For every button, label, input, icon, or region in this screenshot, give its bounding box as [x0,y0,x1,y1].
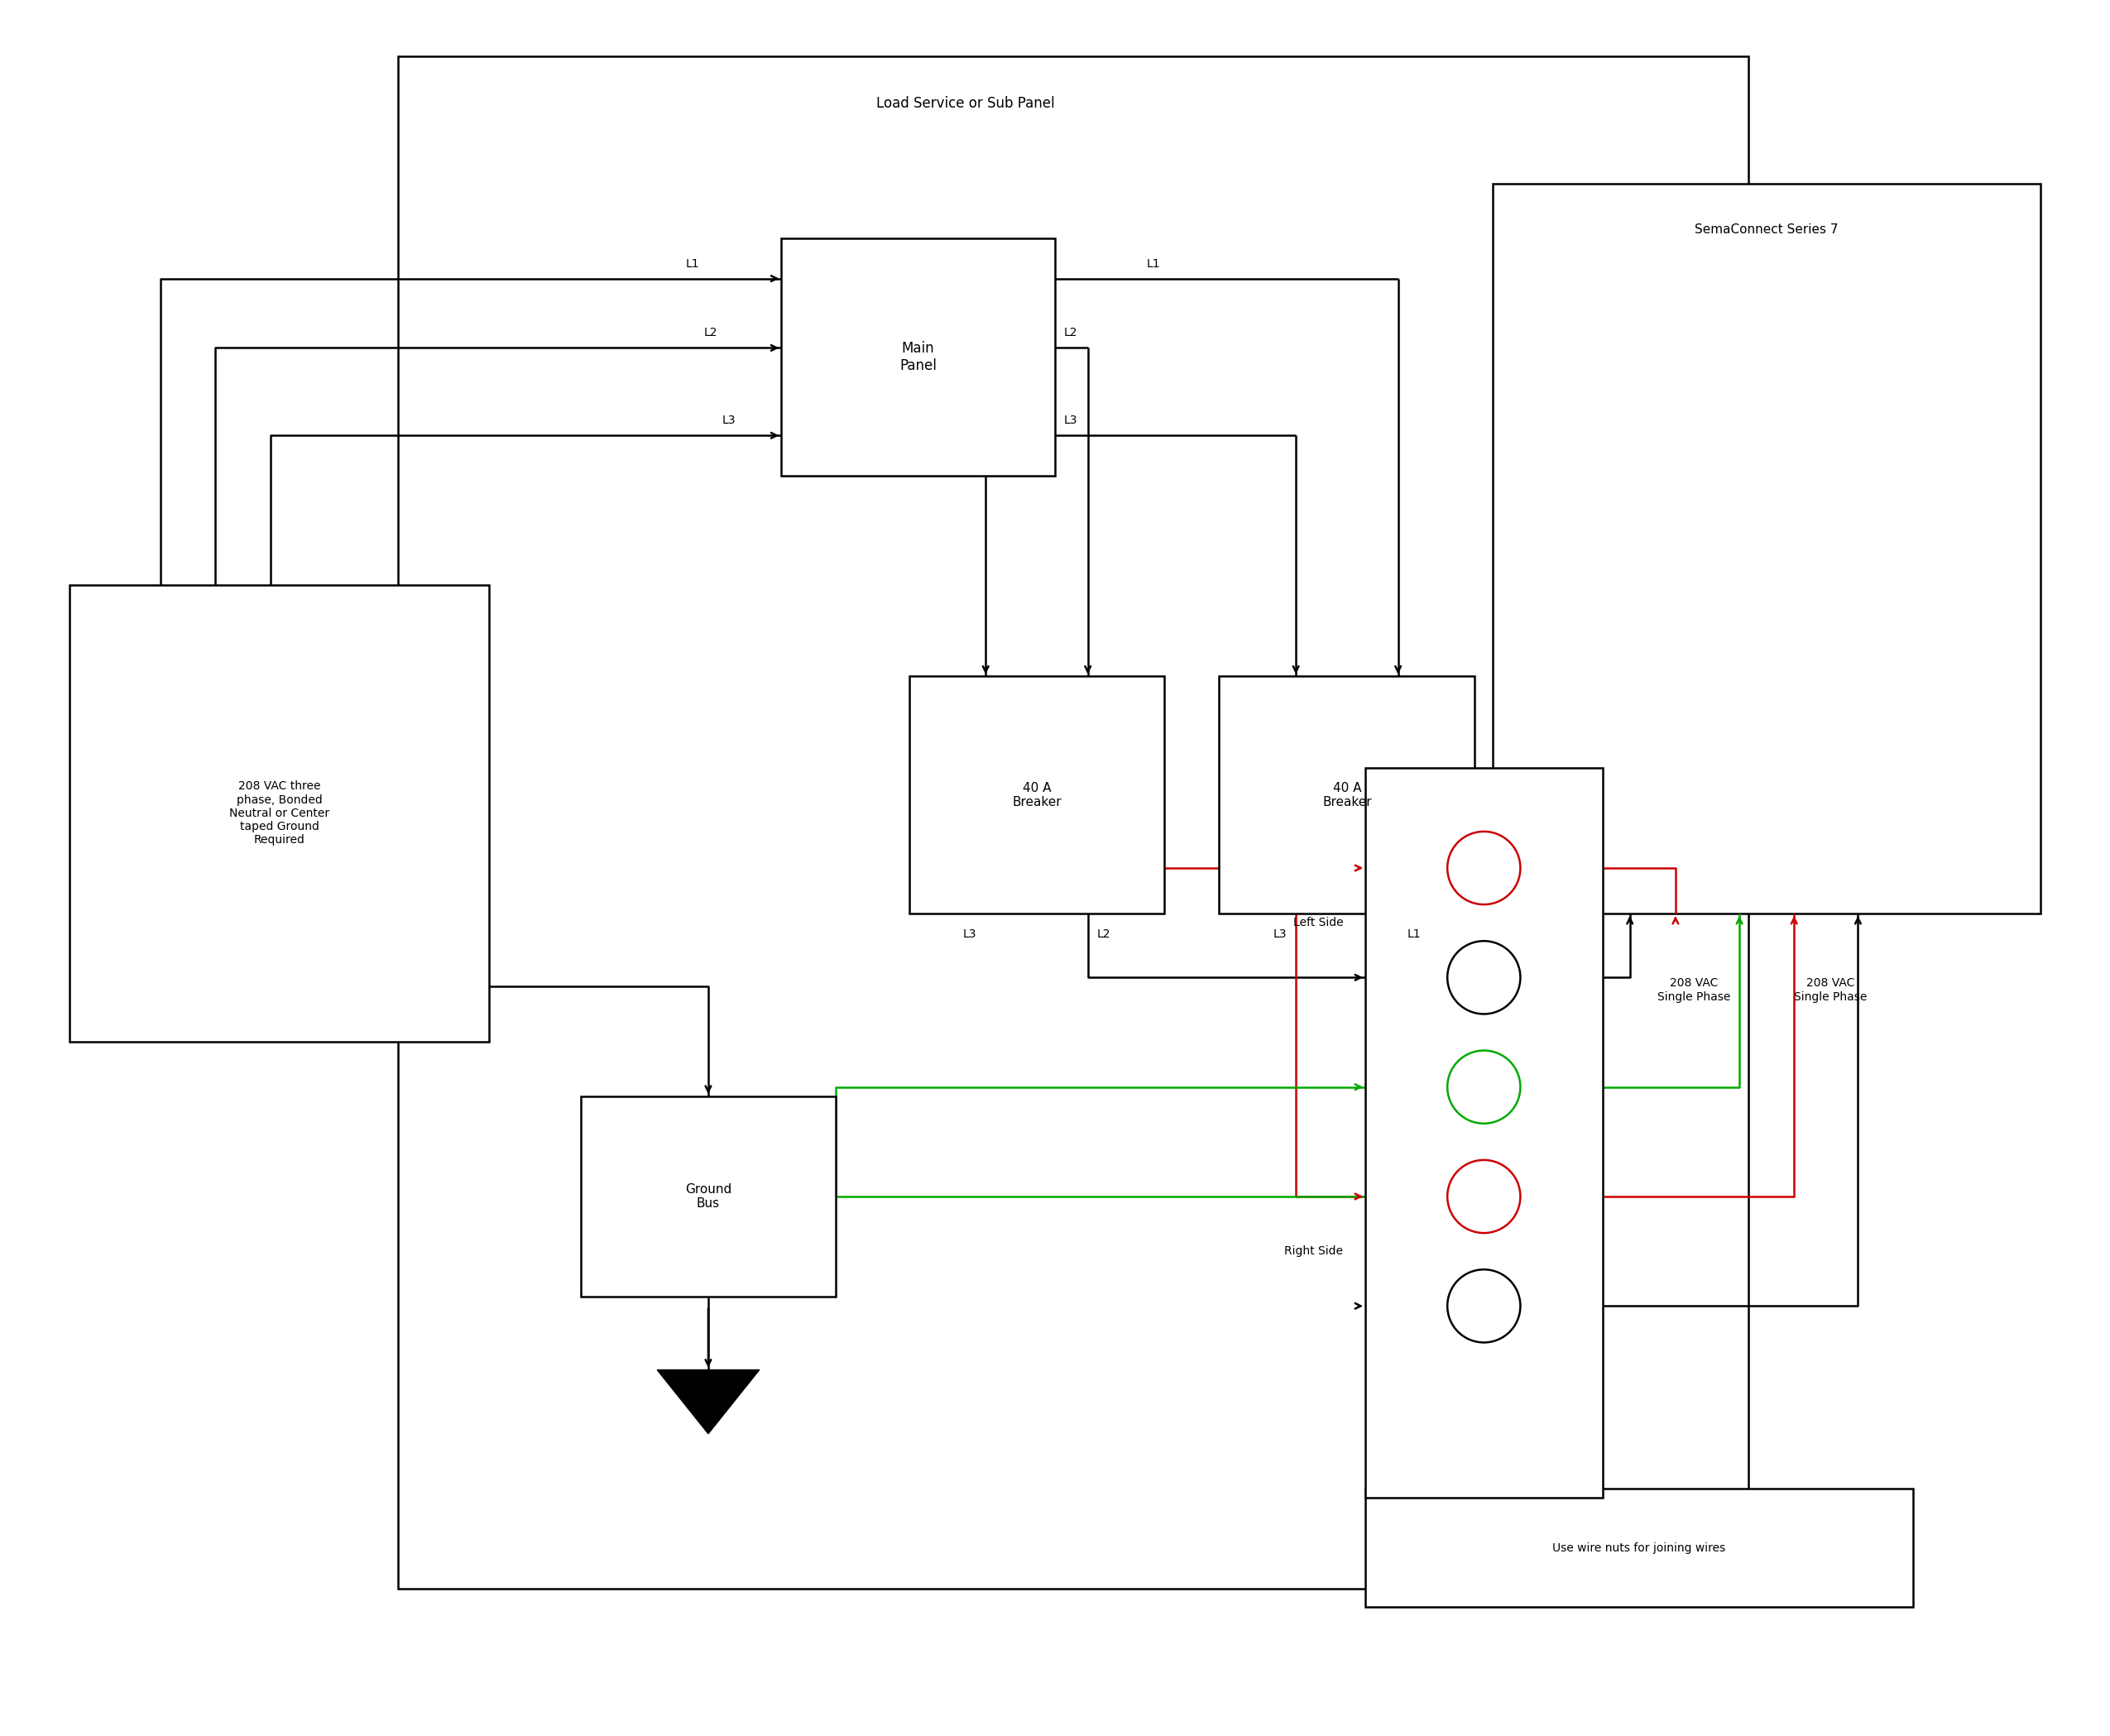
Circle shape [1447,1160,1521,1233]
Text: L1: L1 [1146,259,1160,269]
Bar [1365,1488,1914,1608]
Text: Left Side: Left Side [1293,917,1344,929]
Text: SemaConnect Series 7: SemaConnect Series 7 [1694,224,1838,236]
Text: L1: L1 [686,259,698,269]
Text: L1: L1 [1407,929,1420,939]
Text: 40 A
Breaker: 40 A Breaker [1323,781,1372,809]
Bar [909,677,1165,913]
Polygon shape [656,1370,760,1434]
Text: L2: L2 [1097,929,1110,939]
Text: L3: L3 [1272,929,1287,939]
Circle shape [1447,1269,1521,1342]
Text: 208 VAC
Single Phase: 208 VAC Single Phase [1656,977,1730,1002]
Text: L3: L3 [722,415,736,427]
Text: 208 VAC
Single Phase: 208 VAC Single Phase [1793,977,1867,1002]
Circle shape [1447,1050,1521,1123]
Text: Ground
Bus: Ground Bus [686,1184,732,1210]
Text: Right Side: Right Side [1285,1245,1344,1257]
Circle shape [1447,941,1521,1014]
Text: Load Service or Sub Panel: Load Service or Sub Panel [876,95,1055,111]
Text: L3: L3 [1063,415,1078,427]
Text: 40 A
Breaker: 40 A Breaker [1013,781,1061,809]
Text: 208 VAC three
phase, Bonded
Neutral or Center
taped Ground
Required: 208 VAC three phase, Bonded Neutral or C… [230,781,329,845]
Text: L3: L3 [962,929,977,939]
Bar [1494,184,2040,913]
Bar [1365,767,1601,1498]
Text: Use wire nuts for joining wires: Use wire nuts for joining wires [1553,1542,1726,1554]
Text: L2: L2 [705,326,717,339]
Text: Main
Panel: Main Panel [899,340,937,373]
Bar [70,585,490,1042]
Bar [1220,677,1475,913]
Bar [399,56,1749,1588]
Text: L2: L2 [1063,326,1078,339]
Bar [781,238,1055,476]
Circle shape [1447,832,1521,904]
Bar [580,1095,836,1297]
